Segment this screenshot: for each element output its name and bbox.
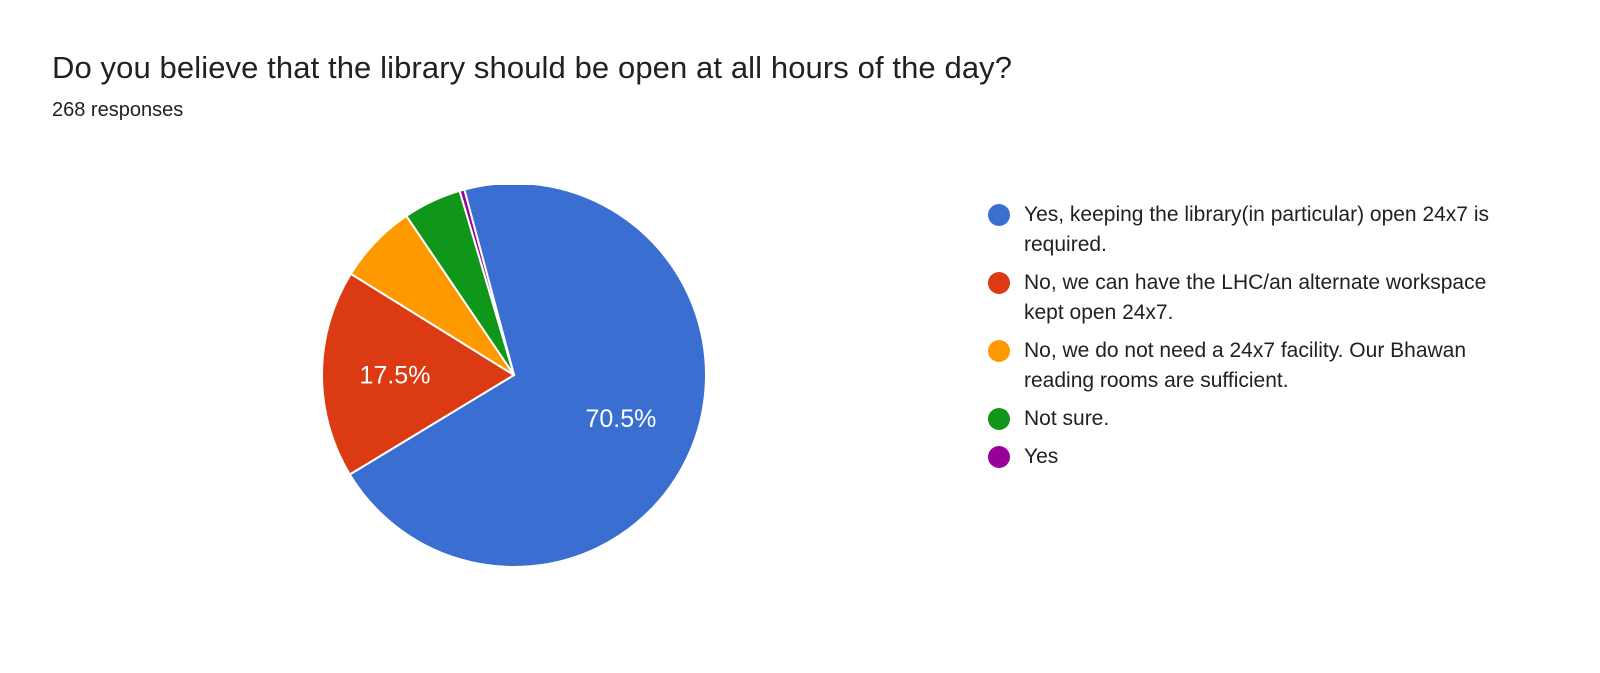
legend-item-label: No, we do not need a 24x7 facility. Our … [1024, 339, 1467, 392]
legend-item-label: No, we can have the LHC/an alternate wor… [1024, 271, 1487, 324]
pie-slice-group [321, 185, 707, 568]
pie-slice[interactable] [321, 272, 516, 476]
legend-color-swatch-icon [988, 446, 1010, 468]
chart-header: Do you believe that the library should b… [52, 48, 1352, 123]
pie-slice[interactable] [348, 185, 707, 568]
legend-item-label: Not sure. [1024, 407, 1110, 430]
legend-item[interactable]: Yes, keeping the library(in particular) … [988, 200, 1518, 260]
legend-item[interactable]: Yes [988, 442, 1518, 472]
pie-slice-value-label: 17.5% [360, 361, 431, 389]
legend-item-label: Yes, keeping the library(in particular) … [1024, 203, 1489, 256]
legend-item[interactable]: Not sure. [988, 404, 1518, 434]
pie-chart: 70.5% 17.5% [300, 185, 740, 605]
pie-slice-label-group: 70.5% 17.5% [360, 361, 657, 433]
legend-color-swatch-icon [988, 408, 1010, 430]
page-title: Do you believe that the library should b… [52, 50, 1013, 85]
pie-slice-value-label: 70.5% [585, 405, 656, 433]
legend-color-swatch-icon [988, 272, 1010, 294]
legend-color-swatch-icon [988, 340, 1010, 362]
legend-color-swatch-icon [988, 204, 1010, 226]
response-count: 268 responses [52, 99, 184, 121]
pie-chart-svg: 70.5% 17.5% [321, 185, 707, 568]
legend-item[interactable]: No, we can have the LHC/an alternate wor… [988, 268, 1518, 328]
chart-body: 70.5% 17.5% Yes, keeping the library(in p… [0, 175, 1600, 645]
chart-legend: Yes, keeping the library(in particular) … [988, 200, 1518, 480]
pie-slice[interactable] [458, 188, 515, 376]
legend-item[interactable]: No, we do not need a 24x7 facility. Our … [988, 336, 1518, 396]
legend-item-label: Yes [1024, 445, 1059, 468]
